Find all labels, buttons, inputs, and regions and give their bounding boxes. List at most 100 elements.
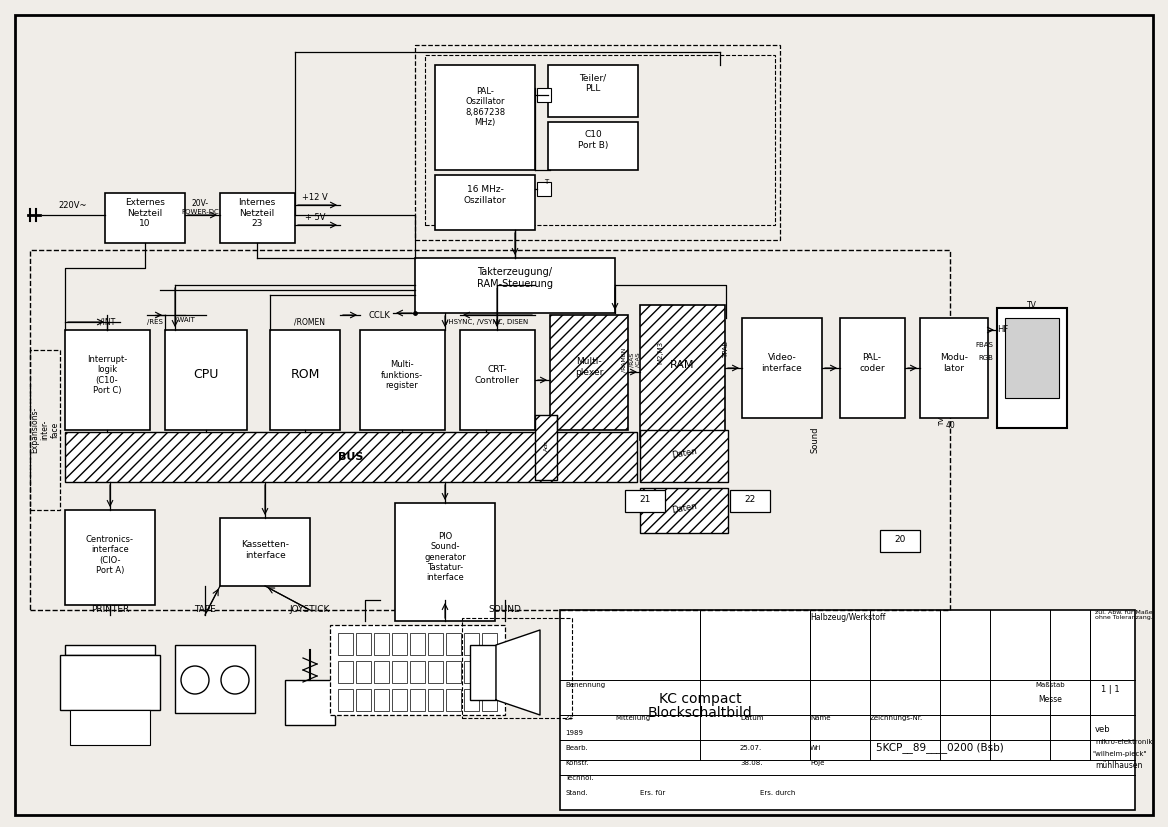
Bar [460, 330, 535, 430]
Text: PRINTER: PRINTER [91, 605, 130, 614]
Bar [70, 710, 150, 745]
Bar [482, 633, 498, 655]
Text: Benennung: Benennung [565, 682, 605, 688]
Bar [640, 430, 728, 482]
Bar [415, 45, 780, 240]
Text: mikro-elektronik: mikro-elektronik [1096, 739, 1153, 745]
Text: /RAMEN: /RAMEN [621, 348, 626, 372]
Text: Video-
interface: Video- interface [762, 353, 802, 373]
Bar [464, 633, 479, 655]
Text: Name: Name [809, 715, 830, 721]
Text: Wri: Wri [809, 745, 821, 751]
Text: /INT: /INT [100, 318, 116, 327]
Bar [220, 193, 296, 243]
Text: TPAL: TPAL [723, 342, 729, 358]
Bar [730, 490, 770, 512]
Bar [537, 88, 551, 102]
Bar [338, 689, 353, 711]
Bar [427, 633, 443, 655]
Bar [446, 633, 461, 655]
Bar [548, 122, 638, 170]
Bar [356, 633, 371, 655]
Text: 20V-: 20V- [192, 199, 209, 208]
Text: Konstr.: Konstr. [565, 760, 589, 766]
Bar [65, 432, 637, 482]
Text: JOYSTICK: JOYSTICK [290, 605, 331, 614]
Bar [625, 490, 665, 512]
Text: POWER-DC: POWER-DC [181, 209, 218, 215]
Text: 1989: 1989 [565, 730, 583, 736]
Text: M2,M3: M2,M3 [656, 341, 663, 364]
Text: C10
Port B): C10 Port B) [578, 131, 609, 150]
Text: /HSYNC, /VSYNC, DISEN: /HSYNC, /VSYNC, DISEN [446, 319, 528, 325]
Text: CPU: CPU [194, 369, 218, 381]
Text: Teiler/
PLL: Teiler/ PLL [579, 74, 606, 93]
Bar [360, 330, 445, 430]
Bar [537, 182, 551, 196]
Bar [285, 680, 335, 725]
Bar [65, 645, 155, 655]
Bar [840, 318, 905, 418]
Text: Datum: Datum [741, 715, 764, 721]
Bar [427, 661, 443, 683]
Bar [548, 65, 638, 117]
Bar [464, 661, 479, 683]
Text: 16 MHz-
Oszillator: 16 MHz- Oszillator [464, 185, 506, 205]
Text: Centronics-
interface
(CIO-
Port A): Centronics- interface (CIO- Port A) [86, 535, 134, 575]
Bar [392, 689, 406, 711]
Bar [374, 689, 389, 711]
Bar [535, 415, 557, 480]
Text: ZT: ZT [565, 715, 575, 721]
Bar [60, 655, 160, 710]
Bar [270, 330, 340, 430]
Bar [30, 350, 60, 510]
Text: mühlhausen: mühlhausen [1096, 762, 1142, 771]
Text: "wilhelm-pieck": "wilhelm-pieck" [1092, 751, 1147, 757]
Bar [356, 689, 371, 711]
Bar [427, 689, 443, 711]
Text: 40: 40 [945, 420, 955, 429]
Text: Multi-
funktions-
register: Multi- funktions- register [381, 360, 423, 390]
Text: Ers. durch: Ers. durch [760, 790, 795, 796]
Text: +12 V: +12 V [303, 193, 328, 202]
Text: Messe: Messe [1038, 696, 1062, 705]
Text: HF: HF [997, 326, 1008, 334]
Bar [392, 661, 406, 683]
Text: /WAIT: /WAIT [175, 317, 195, 323]
Bar [559, 610, 1135, 810]
Bar [392, 633, 406, 655]
Text: PAL-
Oszillator
8,867238
MHz): PAL- Oszillator 8,867238 MHz) [465, 87, 505, 127]
Bar [640, 488, 728, 533]
Text: Zeichnungs-Nr.: Zeichnungs-Nr. [870, 715, 923, 721]
Text: Poje: Poje [809, 760, 825, 766]
Bar [220, 518, 310, 586]
Bar [434, 175, 535, 230]
Text: zul. Abw. für Maße
ohne Toleranzang.: zul. Abw. für Maße ohne Toleranzang. [1096, 609, 1153, 620]
Bar [175, 645, 255, 713]
Text: Internes
Netzteil
23: Internes Netzteil 23 [238, 198, 276, 228]
Polygon shape [496, 630, 540, 715]
Bar [425, 55, 776, 225]
Text: + 5V: + 5V [305, 213, 325, 222]
Text: /CAS: /CAS [635, 352, 640, 367]
Text: 1 | 1: 1 | 1 [1100, 686, 1119, 695]
Text: veb: veb [1096, 725, 1111, 734]
Text: T: T [544, 179, 548, 185]
Text: 38.08.: 38.08. [741, 760, 763, 766]
Text: Daten: Daten [670, 501, 697, 514]
Bar [30, 250, 950, 610]
Text: TV: TV [939, 418, 945, 427]
Text: RGB: RGB [978, 355, 993, 361]
Text: KC compact: KC compact [659, 692, 742, 706]
Text: /RAS: /RAS [630, 353, 634, 367]
Text: Modu-
lator: Modu- lator [940, 353, 968, 373]
Text: Halbzeug/Werkstoff: Halbzeug/Werkstoff [809, 614, 885, 623]
Bar [410, 661, 425, 683]
Text: Ers. für: Ers. für [640, 790, 666, 796]
Text: Kassetten-
interface: Kassetten- interface [241, 540, 288, 560]
Text: Stand.: Stand. [565, 790, 588, 796]
Bar [395, 503, 495, 621]
Bar [464, 689, 479, 711]
Text: Adr.: Adr. [543, 439, 549, 451]
Bar [434, 65, 535, 170]
